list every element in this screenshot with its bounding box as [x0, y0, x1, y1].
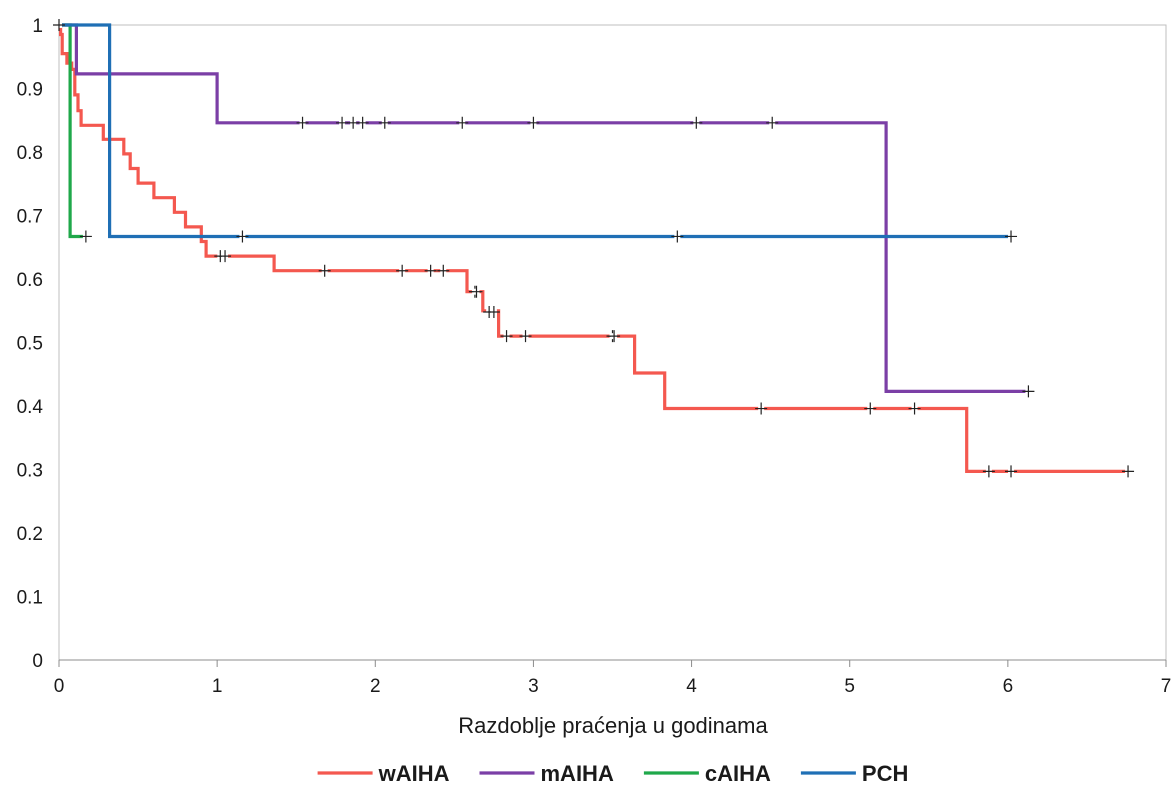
x-axis-title: Razdoblje praćenja u godinama [458, 713, 768, 738]
censor-marker-wAIHA [608, 330, 621, 343]
censor-marker-PCH [236, 230, 249, 243]
censor-marker-wAIHA [908, 402, 921, 415]
censor-marker-PCH [53, 19, 65, 31]
x-tick-label: 1 [212, 676, 223, 697]
censor-marker-mAIHA [766, 116, 779, 129]
x-tick-label: 7 [1161, 676, 1172, 697]
y-tick-label: 0 [32, 651, 43, 672]
censor-marker-wAIHA [424, 264, 437, 277]
y-tick-label: 0.7 [17, 207, 43, 228]
censor-marker-wAIHA [1005, 465, 1018, 478]
legend-item-mAIHA: mAIHA [479, 761, 614, 786]
censor-marker-wAIHA [1122, 465, 1135, 478]
legend-label: PCH [862, 761, 908, 786]
censor-marker-wAIHA [219, 250, 232, 263]
censor-marker-mAIHA [378, 116, 391, 129]
x-tick-label: 6 [1003, 676, 1014, 697]
censor-marker-mAIHA [1022, 385, 1035, 398]
censor-marker-wAIHA [864, 402, 877, 415]
x-tick-label: 5 [844, 676, 855, 697]
censor-marker-mAIHA [690, 116, 703, 129]
censor-marker-wAIHA [982, 465, 995, 478]
legend-label: wAIHA [378, 761, 450, 786]
x-tick-label: 0 [54, 676, 65, 697]
legend-item-cAIHA: cAIHA [643, 761, 771, 786]
series-layer [59, 23, 1128, 473]
censor-marker-wAIHA [519, 330, 532, 343]
censor-marker-wAIHA [437, 264, 450, 277]
plot-area-frame [58, 24, 1167, 661]
series-line-PCH [59, 23, 1011, 239]
y-tick-label: 0.2 [17, 524, 43, 545]
censor-marker-cAIHA [79, 230, 92, 243]
censor-marker-mAIHA [296, 116, 309, 129]
y-tick-label: 0.6 [17, 270, 43, 291]
censor-marker-wAIHA [318, 264, 331, 277]
censor-marker-wAIHA [487, 306, 500, 319]
y-tick-label: 0.8 [17, 143, 43, 164]
censor-marker-layer [53, 19, 1135, 478]
x-tick-label: 2 [370, 676, 381, 697]
censor-marker-wAIHA [500, 330, 513, 343]
legend-label: mAIHA [541, 761, 614, 786]
series-line-cAIHA [59, 23, 86, 239]
y-tick-label: 1 [32, 16, 43, 37]
y-tick-label: 0.3 [17, 461, 43, 482]
axes-layer: 0 1 2 3 4 5 6 7 0 0.1 0.2 0.3 0.4 0.5 0.6 0.7 0.8 0.9 1 [17, 16, 1172, 697]
x-tick-label: 4 [686, 676, 697, 697]
censor-marker-mAIHA [456, 116, 469, 129]
legend-item-wAIHA: wAIHA [317, 761, 450, 786]
y-tick-label: 0.1 [17, 588, 43, 609]
censor-marker-wAIHA [396, 264, 409, 277]
censor-marker-PCH [1005, 230, 1018, 243]
x-tick-label: 3 [528, 676, 539, 697]
censor-marker-mAIHA [356, 116, 369, 129]
censor-marker-PCH [671, 230, 684, 243]
series-line-wAIHA [59, 23, 1128, 473]
y-tick-label: 0.4 [17, 397, 44, 418]
censor-marker-mAIHA [336, 116, 349, 129]
y-tick-label: 0.5 [17, 334, 43, 355]
legend-label: cAIHA [705, 761, 771, 786]
legend-item-PCH: PCH [800, 761, 908, 786]
censor-marker-mAIHA [527, 116, 540, 129]
censor-marker-wAIHA [755, 402, 768, 415]
series-line-mAIHA [59, 23, 1029, 393]
y-tick-label: 0.9 [17, 80, 43, 101]
censor-marker-wAIHA [470, 285, 483, 298]
legend: wAIHA mAIHA cAIHA PCH [317, 761, 908, 786]
